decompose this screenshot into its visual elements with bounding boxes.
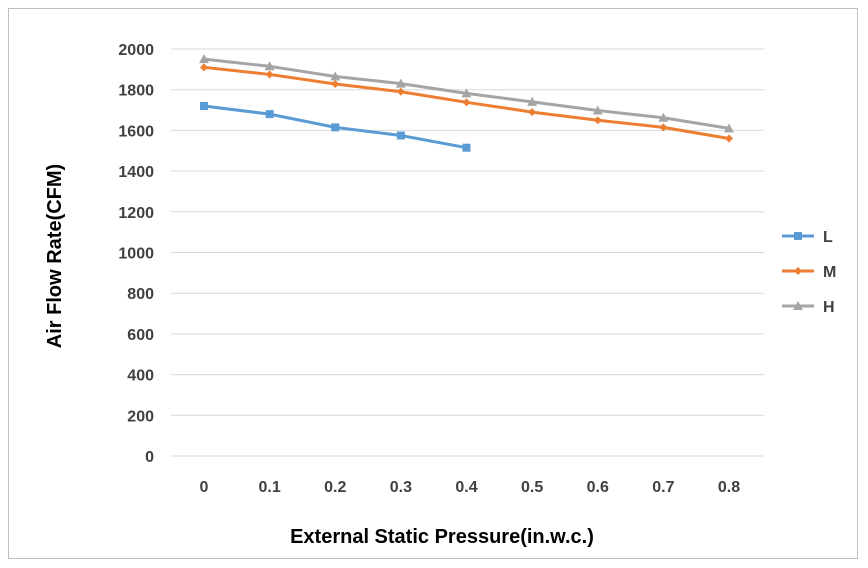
y-tick-label: 1800 bbox=[118, 83, 154, 100]
data-point bbox=[396, 131, 405, 140]
x-tick-label: 0 bbox=[200, 479, 209, 496]
data-point bbox=[200, 101, 208, 110]
legend-label: M bbox=[823, 264, 836, 281]
data-point bbox=[199, 54, 209, 64]
y-tick-label: 2000 bbox=[118, 42, 154, 59]
x-axis-ticks: 0 0.1 0.2 0.3 0.4 0.5 0.6 0.7 0.8 bbox=[200, 479, 741, 496]
series-group bbox=[199, 54, 734, 152]
x-tick-label: 0.5 bbox=[521, 479, 543, 496]
data-point bbox=[593, 116, 602, 125]
legend-item-M: M bbox=[782, 264, 836, 281]
data-point bbox=[395, 78, 406, 88]
y-tick-label: 800 bbox=[127, 286, 154, 303]
data-point bbox=[264, 61, 275, 71]
legend: L M H bbox=[782, 229, 836, 316]
y-tick-label: 1400 bbox=[118, 164, 154, 181]
legend-marker bbox=[793, 301, 803, 310]
gridlines bbox=[171, 48, 764, 457]
data-point bbox=[592, 105, 603, 115]
data-point bbox=[461, 88, 472, 98]
x-tick-label: 0.6 bbox=[587, 479, 609, 496]
series-M bbox=[200, 63, 733, 143]
x-tick-label: 0.2 bbox=[324, 479, 346, 496]
y-tick-label: 1200 bbox=[118, 205, 154, 222]
data-point bbox=[331, 80, 340, 89]
series-L bbox=[200, 101, 471, 152]
y-tick-label: 0 bbox=[145, 449, 154, 466]
data-point bbox=[265, 110, 274, 119]
data-point bbox=[265, 70, 274, 79]
y-tick-label: 1000 bbox=[118, 246, 154, 263]
data-point bbox=[659, 123, 668, 132]
legend-label: H bbox=[823, 299, 835, 316]
y-tick-label: 200 bbox=[127, 408, 154, 425]
data-point bbox=[396, 87, 405, 96]
y-axis-title: Air Flow Rate(CFM) bbox=[44, 164, 66, 348]
x-axis-title: External Static Pressure(in.w.c.) bbox=[290, 526, 594, 548]
legend-label: L bbox=[823, 229, 833, 246]
y-tick-label: 400 bbox=[127, 368, 154, 385]
data-point bbox=[330, 71, 341, 81]
data-point bbox=[724, 123, 734, 133]
x-tick-label: 0.3 bbox=[390, 479, 412, 496]
x-tick-label: 0.4 bbox=[455, 479, 477, 496]
x-tick-label: 0.1 bbox=[259, 479, 281, 496]
data-point bbox=[200, 63, 208, 72]
legend-marker bbox=[794, 267, 802, 275]
data-point bbox=[527, 96, 538, 106]
series-H bbox=[199, 54, 734, 133]
data-point bbox=[331, 123, 340, 132]
data-point bbox=[725, 134, 733, 143]
y-tick-label: 600 bbox=[127, 327, 154, 344]
data-point bbox=[658, 112, 669, 122]
legend-item-H: H bbox=[782, 299, 835, 316]
legend-marker bbox=[794, 232, 802, 240]
x-tick-label: 0.7 bbox=[652, 479, 674, 496]
legend-item-L: L bbox=[782, 229, 833, 246]
data-point bbox=[462, 143, 471, 152]
y-tick-label: 1600 bbox=[118, 123, 154, 140]
x-tick-label: 0.8 bbox=[718, 479, 740, 496]
data-point bbox=[528, 108, 537, 117]
y-axis-ticks: 0 200 400 600 800 1000 1200 1400 1600 1800 2000 bbox=[118, 42, 154, 466]
data-point bbox=[462, 98, 471, 107]
